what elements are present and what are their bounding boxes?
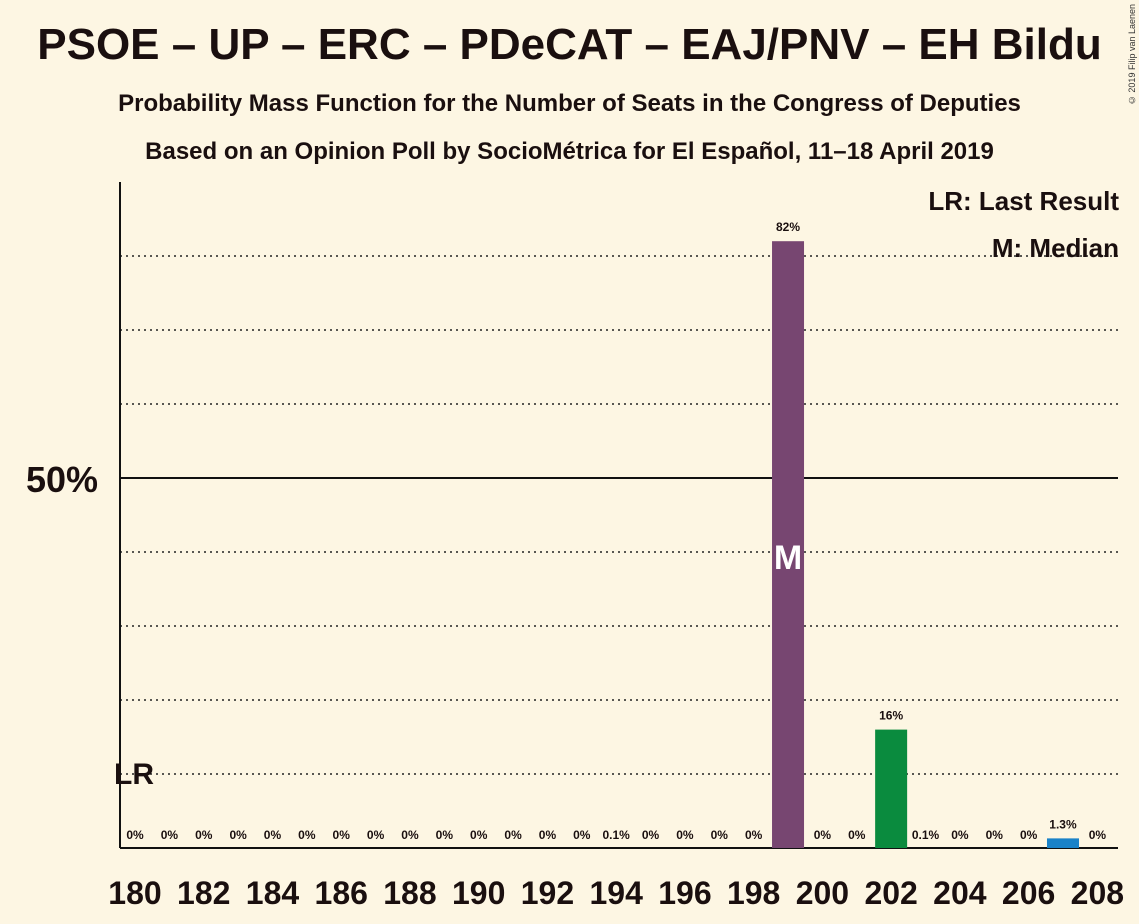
- data-label-192: 0%: [539, 828, 557, 842]
- data-label-195: 0%: [642, 828, 660, 842]
- data-label-186: 0%: [333, 828, 351, 842]
- chart-title: PSOE – UP – ERC – PDeCAT – EAJ/PNV – EH …: [37, 20, 1102, 69]
- x-tick-label-190: 190: [452, 875, 505, 911]
- bar-207: [1046, 838, 1079, 848]
- data-label-200: 0%: [814, 828, 832, 842]
- data-label-197: 0%: [711, 828, 729, 842]
- data-label-205: 0%: [986, 828, 1004, 842]
- x-tick-label-180: 180: [108, 875, 161, 911]
- data-label-206: 0%: [1020, 828, 1038, 842]
- data-label-185: 0%: [298, 828, 316, 842]
- x-tick-label-204: 204: [933, 875, 987, 911]
- median-marker: M: [774, 539, 802, 577]
- data-label-208: 0%: [1089, 828, 1107, 842]
- chart-subtitle: Probability Mass Function for the Number…: [118, 90, 1021, 117]
- chart-source-subtitle: Based on an Opinion Poll by SocioMétrica…: [145, 138, 994, 165]
- data-label-187: 0%: [367, 828, 385, 842]
- bar-202: [875, 729, 908, 848]
- data-label-194: 0.1%: [603, 828, 631, 842]
- x-tick-label-208: 208: [1071, 875, 1124, 911]
- data-label-207: 1.3%: [1049, 817, 1077, 831]
- legend-median: M: Median: [991, 233, 1119, 263]
- data-label-184: 0%: [264, 828, 282, 842]
- x-tick-label-198: 198: [727, 875, 780, 911]
- x-tick-label-182: 182: [177, 875, 230, 911]
- data-label-203: 0.1%: [912, 828, 940, 842]
- data-label-196: 0%: [676, 828, 694, 842]
- bar-199: [772, 241, 805, 848]
- x-tick-label-188: 188: [383, 875, 436, 911]
- x-tick-label-202: 202: [864, 875, 917, 911]
- x-tick-label-186: 186: [315, 875, 368, 911]
- data-label-183: 0%: [229, 828, 247, 842]
- data-label-199: 82%: [776, 220, 800, 234]
- data-label-191: 0%: [504, 828, 522, 842]
- data-label-201: 0%: [848, 828, 866, 842]
- y-tick-label-50: 50%: [26, 459, 98, 500]
- data-label-202: 16%: [879, 709, 903, 723]
- data-label-182: 0%: [195, 828, 213, 842]
- x-tick-label-196: 196: [658, 875, 711, 911]
- data-label-193: 0%: [573, 828, 591, 842]
- x-tick-label-206: 206: [1002, 875, 1055, 911]
- x-tick-label-184: 184: [246, 875, 300, 911]
- data-label-190: 0%: [470, 828, 488, 842]
- data-label-189: 0%: [436, 828, 454, 842]
- data-label-198: 0%: [745, 828, 763, 842]
- data-label-188: 0%: [401, 828, 419, 842]
- x-tick-label-194: 194: [589, 875, 643, 911]
- data-label-180: 0%: [126, 828, 144, 842]
- x-tick-label-200: 200: [796, 875, 849, 911]
- data-label-181: 0%: [161, 828, 179, 842]
- last-result-marker: LR: [114, 758, 154, 791]
- legend-last-result: LR: Last Result: [928, 186, 1119, 216]
- data-label-204: 0%: [951, 828, 969, 842]
- x-tick-label-192: 192: [521, 875, 574, 911]
